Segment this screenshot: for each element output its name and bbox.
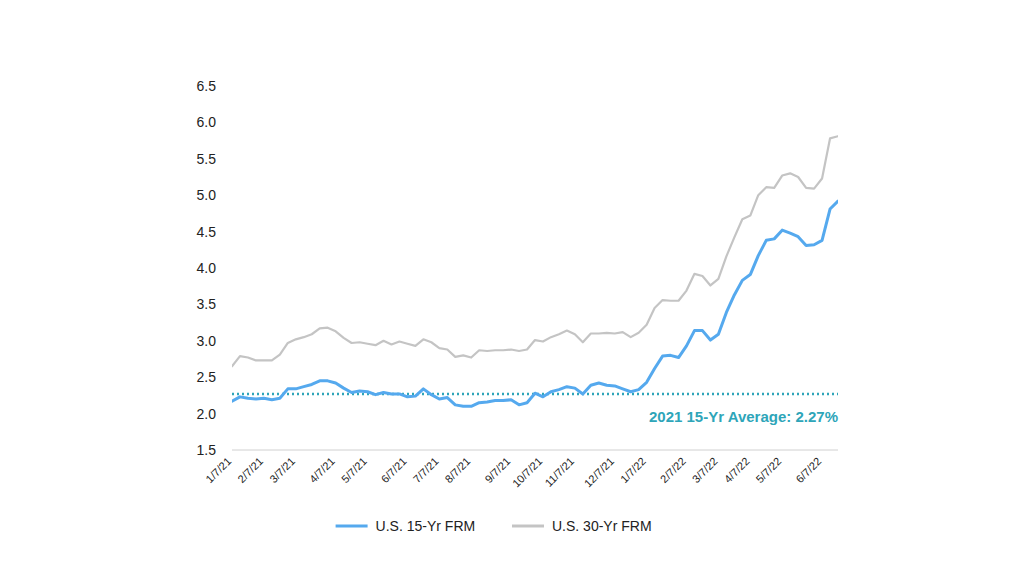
y-tick-label: 5.5 xyxy=(197,151,217,167)
y-tick-label: 3.5 xyxy=(197,296,217,312)
reference-label: 2021 15-Yr Average: 2.27% xyxy=(649,408,838,425)
x-tick-label: 8/7/21 xyxy=(443,455,473,485)
y-tick-label: 4.5 xyxy=(197,224,217,240)
x-tick-label: 2/7/21 xyxy=(235,455,265,485)
x-tick-label: 1/7/22 xyxy=(618,455,648,485)
legend-swatch xyxy=(512,525,544,528)
series-line xyxy=(232,201,838,406)
x-tick-label: 11/7/21 xyxy=(542,455,576,489)
legend-swatch xyxy=(336,525,368,528)
plot-area xyxy=(232,136,838,406)
y-tick-label: 2.5 xyxy=(197,369,217,385)
x-tick-label: 7/7/21 xyxy=(411,455,441,485)
x-tick-label: 4/7/22 xyxy=(722,455,752,485)
x-tick-label: 1/7/21 xyxy=(203,455,233,485)
y-tick-label: 4.0 xyxy=(197,260,217,276)
x-tick-label: 6/7/22 xyxy=(793,455,823,485)
legend: U.S. 15-Yr FRM U.S. 30-Yr FRM xyxy=(336,518,652,534)
y-tick-label: 3.0 xyxy=(197,333,217,349)
x-tick-label: 10/7/21 xyxy=(510,455,544,489)
x-tick-label: 5/7/21 xyxy=(339,455,369,485)
x-tick-label: 12/7/21 xyxy=(582,455,616,489)
x-tick-label: 3/7/22 xyxy=(690,455,720,485)
y-tick-label: 5.0 xyxy=(197,187,217,203)
series-line xyxy=(232,136,838,366)
x-tick-label: 9/7/21 xyxy=(482,455,512,485)
chart: 1.52.02.53.03.54.04.55.05.56.06.51/7/212… xyxy=(0,0,1024,576)
x-tick-label: 2/7/22 xyxy=(658,455,688,485)
y-tick-label: 2.0 xyxy=(197,406,217,422)
x-tick-label: 5/7/22 xyxy=(753,455,783,485)
x-tick-label: 4/7/21 xyxy=(307,455,337,485)
y-tick-label: 6.5 xyxy=(197,78,217,94)
y-tick-label: 1.5 xyxy=(197,442,217,458)
x-tick-label: 6/7/21 xyxy=(379,455,409,485)
x-axis-line xyxy=(232,450,838,451)
legend-label: U.S. 30-Yr FRM xyxy=(552,518,652,534)
x-tick-label: 3/7/21 xyxy=(267,455,297,485)
legend-label: U.S. 15-Yr FRM xyxy=(376,518,476,534)
y-tick-label: 6.0 xyxy=(197,114,217,130)
